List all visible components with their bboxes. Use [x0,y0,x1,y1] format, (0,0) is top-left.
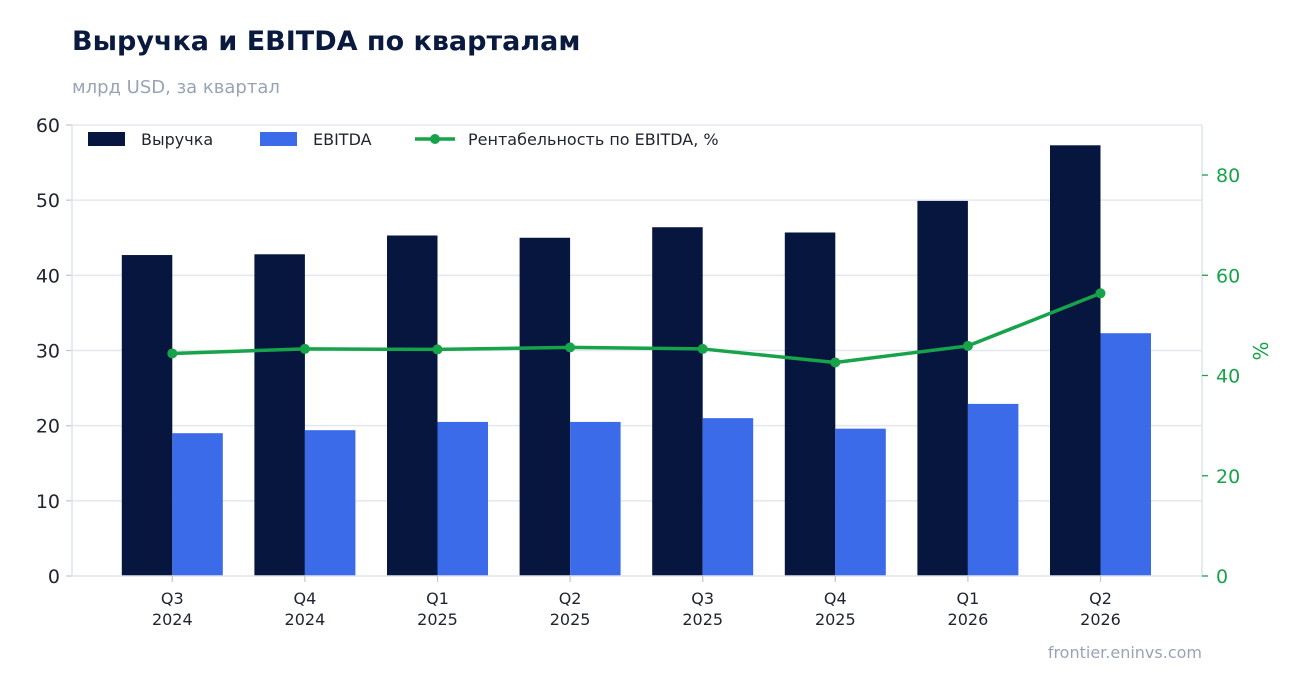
margin-line-layer [167,288,1106,368]
legend-label-2: Рентабельность по EBITDA, % [468,130,719,149]
x-tick-label-quarter: Q3 [161,589,184,608]
ebitda-bar [304,430,356,576]
legend: Выручка EBITDA Рентабельность по EBITDA, % [88,130,719,149]
y-tick-label: 0 [48,566,60,588]
y-tick-label: 10 [36,491,60,513]
revenue-bar [1050,145,1101,577]
x-tick-label-quarter: Q2 [559,589,582,608]
chart-title: Выручка и EBITDA по кварталам [72,26,581,57]
x-tick-label-year: 2025 [815,610,856,629]
y2-tick-label: 40 [1216,366,1240,388]
revenue-bar [519,237,571,576]
ebitda-bar [835,428,886,576]
legend-label-0: Выручка [141,130,213,149]
ebitda-margin-point [830,357,841,368]
ebitda-bar [1100,333,1151,576]
revenue-bar [121,255,173,576]
ebitda-bar [437,421,488,576]
ebitda-bar [967,403,1019,576]
revenue-bar [917,200,968,576]
legend-label-1: EBITDA [313,130,372,149]
ebitda-margin-line [172,291,1102,365]
x-tick-label-year: 2026 [948,610,989,629]
ebitda-bar [702,418,754,576]
revenue-bar [254,254,305,576]
x-tick-label-year: 2025 [550,610,591,629]
x-tick-label-quarter: Q3 [691,589,714,608]
ebitda-margin-point [167,348,178,359]
x-tick-label-quarter: Q2 [1089,589,1112,608]
ebitda-margin-point [1095,288,1106,299]
revenue-bar [387,235,438,576]
bars [121,145,1151,577]
y-tick-label: 40 [36,265,60,287]
x-tick-label-year: 2025 [682,610,723,629]
x-tick-label-quarter: Q4 [294,589,317,608]
ebitda-margin-point [565,342,576,353]
chart-subtitle: млрд USD, за квартал [72,77,280,98]
axes: 0 10 20 30 40 50 60 0 20 40 60 80% Q3 2024 Q4 2024 Q1 202… [36,115,1273,629]
y-tick-label: 60 [36,115,60,137]
x-tick-label-quarter: Q1 [957,589,980,608]
x-tick-label-year: 2024 [152,610,193,629]
y-tick-label: 50 [36,190,60,212]
y2-tick-label: 20 [1216,466,1240,488]
y2-tick-label: 0 [1216,566,1228,588]
ebitda-margin-point [432,344,443,355]
ebitda-margin-point [962,340,973,351]
x-tick-label-quarter: Q1 [426,589,449,608]
legend-swatch-0 [88,132,125,146]
ebitda-bar [172,433,223,576]
x-tick-label-year: 2024 [285,610,326,629]
y2-axis-label: % [1249,341,1273,360]
gridlines [72,124,1202,502]
source-label: frontier.eninvs.com [1047,643,1202,662]
legend-swatch-1 [260,132,297,146]
x-tick-label-year: 2025 [417,610,458,629]
ebitda-bar [570,421,621,576]
y-tick-label: 20 [36,416,60,438]
legend-marker-2 [430,134,440,144]
y2-tick-label: 80 [1216,165,1240,187]
revenue-bar [652,227,703,576]
x-tick-label-quarter: Q4 [824,589,847,608]
ebitda-margin-point [697,343,708,354]
x-tick-label-year: 2026 [1080,610,1121,629]
ebitda-margin-point [299,343,310,354]
revenue-bar [784,232,836,576]
y-tick-label: 30 [36,341,60,363]
y2-tick-label: 60 [1216,265,1240,287]
